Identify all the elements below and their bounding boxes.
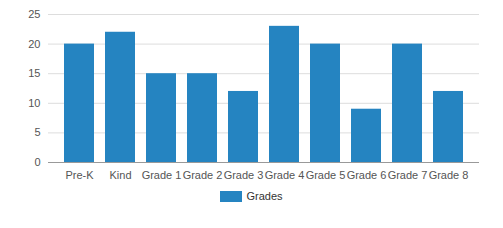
- svg-text:Grade 3: Grade 3: [224, 169, 264, 181]
- svg-text:Grade 6: Grade 6: [347, 169, 387, 181]
- svg-text:Kind: Kind: [109, 169, 131, 181]
- svg-text:Grade 4: Grade 4: [265, 169, 305, 181]
- svg-text:Grade 2: Grade 2: [183, 169, 223, 181]
- svg-text:Grade 7: Grade 7: [388, 169, 428, 181]
- svg-text:Grade 5: Grade 5: [306, 169, 346, 181]
- svg-text:25: 25: [28, 8, 40, 20]
- svg-text:20: 20: [28, 38, 40, 50]
- svg-text:Pre-K: Pre-K: [65, 169, 94, 181]
- svg-text:5: 5: [34, 126, 40, 138]
- svg-text:15: 15: [28, 67, 40, 79]
- svg-text:Grade 8: Grade 8: [429, 169, 469, 181]
- html-text:Grades: Grades: [246, 190, 283, 202]
- svg-text:10: 10: [28, 97, 40, 109]
- svg-text:Grade 1: Grade 1: [142, 169, 182, 181]
- svg-text:0: 0: [34, 156, 40, 168]
